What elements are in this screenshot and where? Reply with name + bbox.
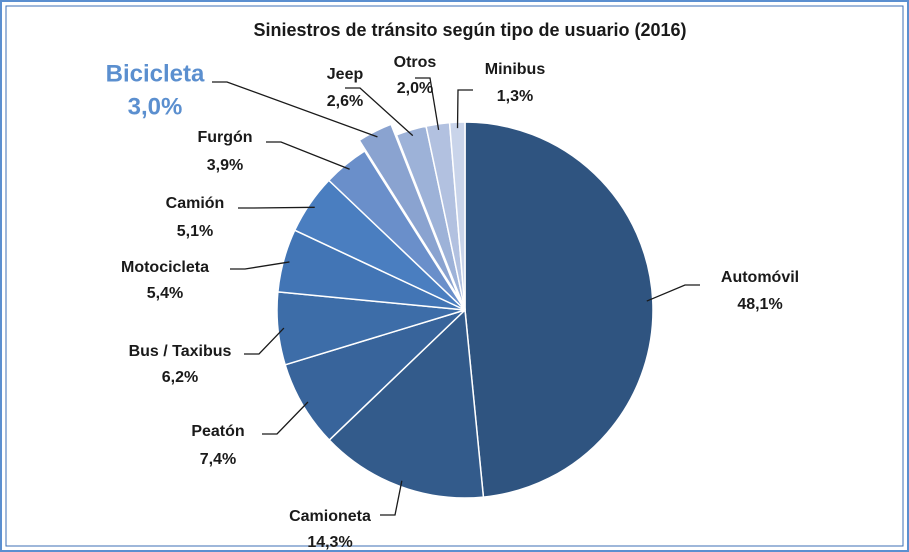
leader-line <box>262 401 309 435</box>
label-name: Bus / Taxibus <box>129 343 232 360</box>
label-name: Camioneta <box>289 508 371 525</box>
leader-line <box>345 87 414 137</box>
leader-line <box>456 89 473 129</box>
label-name: Peatón <box>191 423 244 440</box>
leader-line <box>230 261 290 270</box>
label-value: 48,1% <box>737 296 782 313</box>
label-value: 3,0% <box>128 93 183 120</box>
frame-inner <box>5 5 904 547</box>
label-name: Camión <box>166 195 225 212</box>
leader-line <box>380 480 403 516</box>
leader-line <box>212 81 378 138</box>
label-name: Jeep <box>327 66 364 83</box>
label-value: 7,4% <box>200 451 236 468</box>
slice <box>464 121 654 498</box>
label-value: 5,4% <box>147 285 183 302</box>
label-name: Motocicleta <box>121 259 209 276</box>
label-value: 6,2% <box>162 369 198 386</box>
leader-line <box>646 284 700 302</box>
leader-line <box>238 206 315 209</box>
leader-line <box>415 77 440 131</box>
slice <box>327 149 466 311</box>
label-value: 5,1% <box>177 223 213 240</box>
label-value: 3,9% <box>207 157 243 174</box>
label-name: Bicicleta <box>106 60 205 87</box>
slice <box>358 123 461 300</box>
leader-line <box>244 327 285 355</box>
label-value: 1,3% <box>497 88 533 105</box>
label-value: 14,3% <box>307 534 352 551</box>
label-name: Otros <box>394 54 437 71</box>
label-value: 2,6% <box>327 93 363 110</box>
label-name: Automóvil <box>721 269 799 286</box>
leader-line <box>266 141 350 170</box>
chart-title: Siniestros de tránsito según tipo de usu… <box>253 20 686 40</box>
label-value: 2,0% <box>397 80 433 97</box>
label-name: Furgón <box>197 129 252 146</box>
slice <box>328 308 485 499</box>
label-name: Minibus <box>485 61 546 78</box>
